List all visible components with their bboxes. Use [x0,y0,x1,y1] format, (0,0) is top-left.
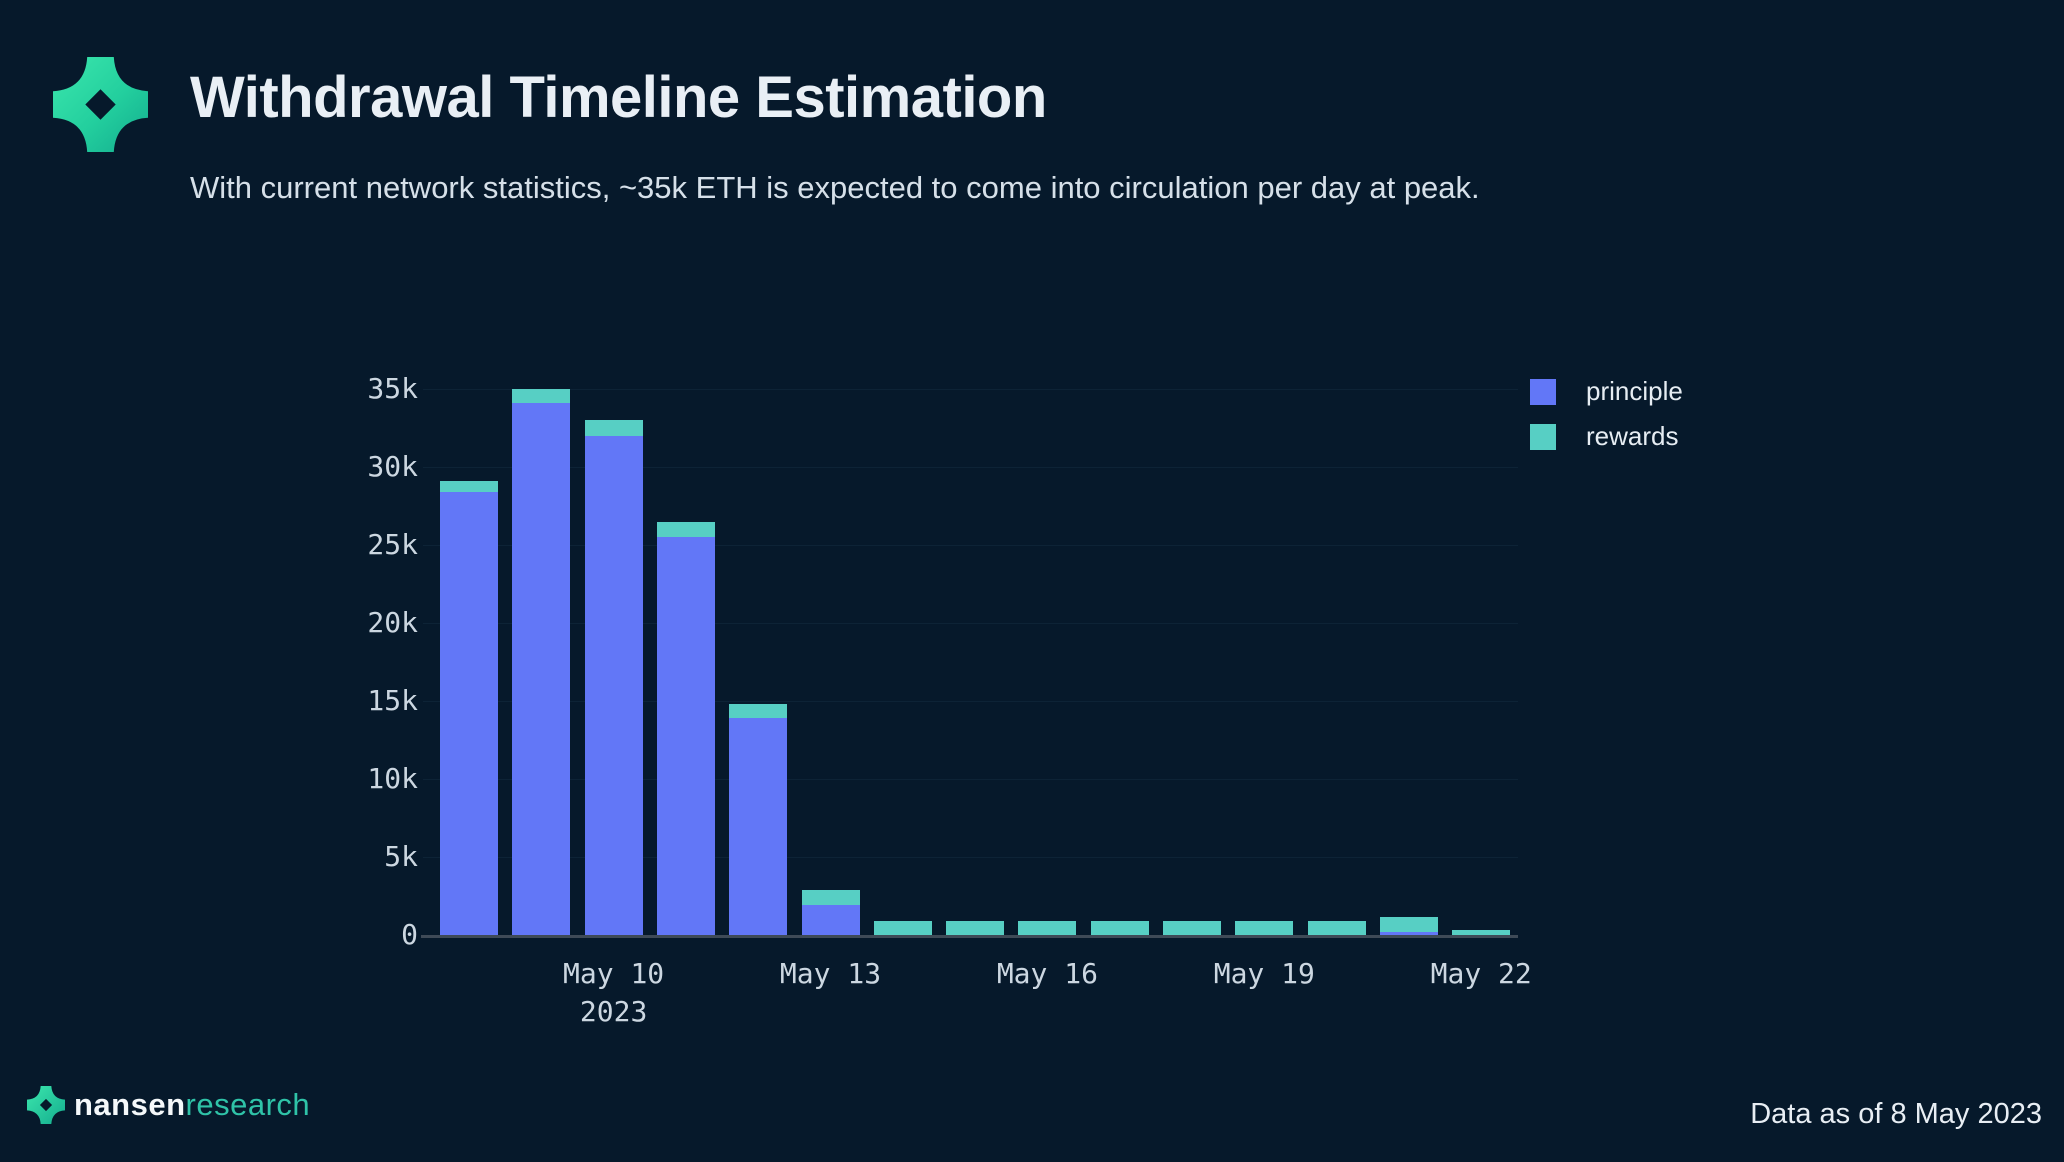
footer-brand: nansenresearch [27,1086,310,1124]
x-tick-label: May 16 [996,957,1098,990]
page-subtitle: With current network statistics, ~35k ET… [190,170,1480,205]
bar-rewards-may-18 [1163,920,1221,935]
legend-item-rewards: rewards [1530,421,1683,452]
bar-rewards-may-12 [729,704,788,719]
gridline [423,778,1518,780]
legend-swatch-principle [1530,378,1556,405]
bar-rewards-may-11 [656,521,715,538]
data-as-of-label: Data as of 8 May 2023 [1750,1098,2042,1130]
y-tick-label: 30k [367,450,418,483]
bar-rewards-may-17 [1090,920,1149,935]
bar-principle-may-21 [1379,931,1438,935]
bar-rewards-may-9 [512,389,571,404]
nansen-star-icon [27,1086,65,1124]
gridline [423,700,1518,702]
bar-rewards-may-22 [1452,930,1511,935]
legend-item-principle: principle [1530,376,1683,407]
brand-wordmark: nansenresearch [74,1087,310,1123]
brand-division: research [185,1087,311,1122]
bar-rewards-may-19 [1235,920,1294,935]
y-tick-label: 10k [367,762,418,795]
x-tick-label: May 19 [1213,957,1315,990]
bar-rewards-may-16 [1018,920,1077,935]
page-title: Withdrawal Timeline Estimation [190,65,1047,130]
bar-rewards-may-8 [440,481,498,492]
x-axis-year-label: 2023 [579,995,648,1028]
y-tick-label: 5k [384,840,418,873]
bar-principle-may-12 [729,718,788,935]
bar-rewards-may-20 [1307,920,1366,935]
bar-principle-may-13 [801,905,860,935]
bar-principle-may-8 [440,491,498,935]
brand-name: nansen [74,1087,186,1122]
y-tick-label: 0 [401,918,418,951]
gridline [423,856,1518,858]
bar-principle-may-9 [512,403,571,935]
bar-rewards-may-13 [801,889,860,906]
bar-rewards-may-21 [1379,917,1438,932]
gridline [423,388,1518,390]
legend-label-rewards: rewards [1586,421,1679,451]
gridline [423,622,1518,624]
y-tick-label: 15k [367,684,418,717]
x-tick-label: May 13 [779,957,882,990]
x-tick-label: May 22 [1430,957,1532,990]
nansen-star-icon [53,57,148,152]
legend-label-principle: principle [1586,376,1683,406]
y-tick-label: 25k [367,528,418,561]
bar-rewards-may-15 [946,920,1005,935]
x-axis-line [421,935,1518,938]
x-tick-label: May 10 [563,957,665,990]
gridline [423,544,1518,546]
bar-principle-may-11 [656,537,715,935]
gridline [423,466,1518,468]
bar-principle-may-10 [584,435,643,935]
bar-rewards-may-14 [873,920,932,935]
y-tick-label: 35k [367,372,418,405]
legend-swatch-rewards [1530,423,1556,450]
chart-legend: principle rewards [1530,376,1683,452]
y-tick-label: 20k [367,606,418,639]
bar-rewards-may-10 [584,420,643,436]
